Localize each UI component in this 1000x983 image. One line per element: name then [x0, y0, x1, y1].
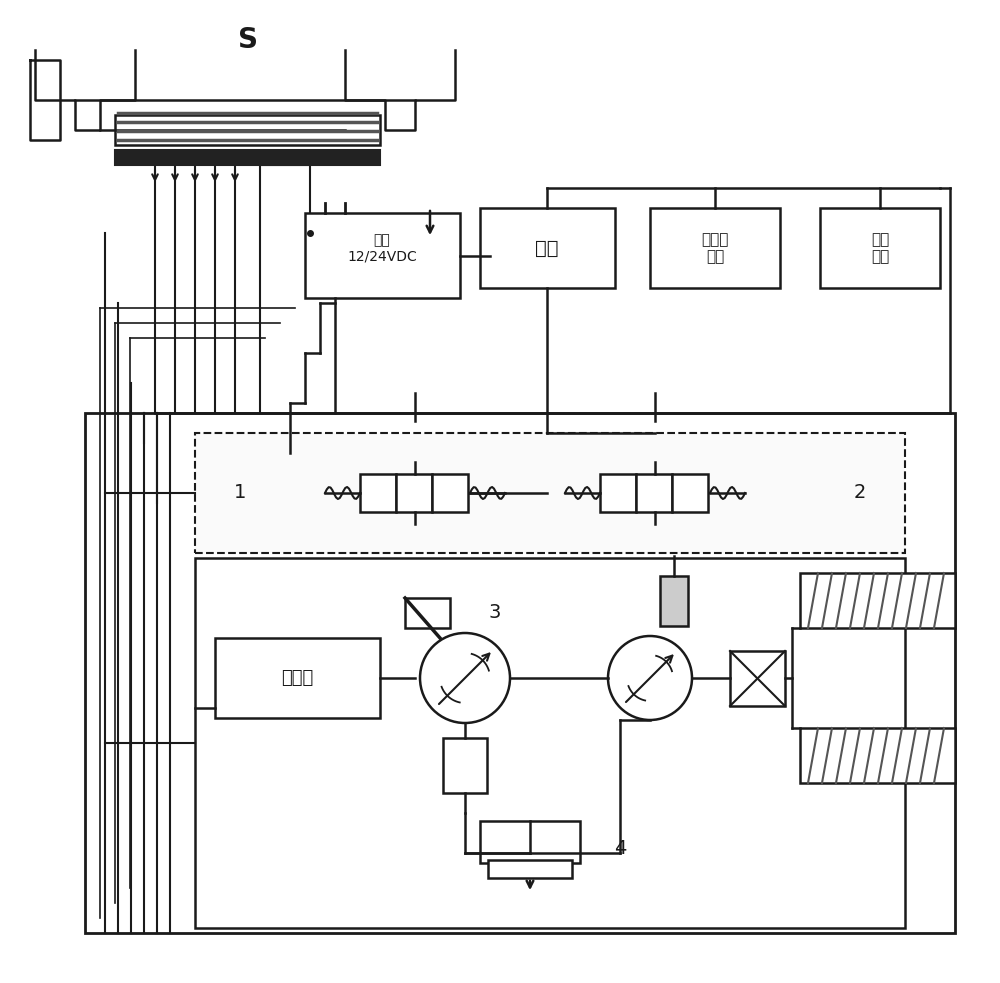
Text: 4: 4	[614, 838, 626, 857]
Bar	[660, 576, 688, 626]
Bar	[600, 474, 636, 512]
Bar	[115, 115, 380, 145]
Text: 1: 1	[234, 484, 246, 502]
Text: 电池
12/24VDC: 电池 12/24VDC	[347, 233, 417, 263]
Bar	[396, 474, 432, 512]
Bar	[215, 638, 380, 718]
Bar	[730, 651, 785, 706]
Text: 3: 3	[489, 604, 501, 622]
Bar	[636, 474, 672, 512]
Text: 2: 2	[854, 484, 866, 502]
Bar	[672, 474, 708, 512]
Bar	[443, 738, 487, 793]
Bar	[195, 558, 905, 928]
Bar	[800, 573, 955, 628]
Text: 发动机: 发动机	[281, 669, 313, 687]
Text: 踏板传
感器: 踏板传 感器	[701, 232, 729, 264]
Text: 开关: 开关	[535, 239, 559, 258]
Bar	[305, 213, 460, 298]
Bar	[488, 860, 572, 878]
Bar	[820, 208, 940, 288]
Bar	[85, 413, 955, 933]
Bar	[800, 728, 955, 783]
Bar	[405, 598, 450, 628]
Bar	[650, 208, 780, 288]
Text: S: S	[238, 26, 258, 54]
Bar	[195, 433, 905, 553]
Text: 模式
开关: 模式 开关	[871, 232, 889, 264]
Bar	[480, 208, 615, 288]
Bar	[432, 474, 468, 512]
Bar	[480, 821, 580, 863]
Bar	[115, 150, 380, 165]
Bar	[360, 474, 396, 512]
